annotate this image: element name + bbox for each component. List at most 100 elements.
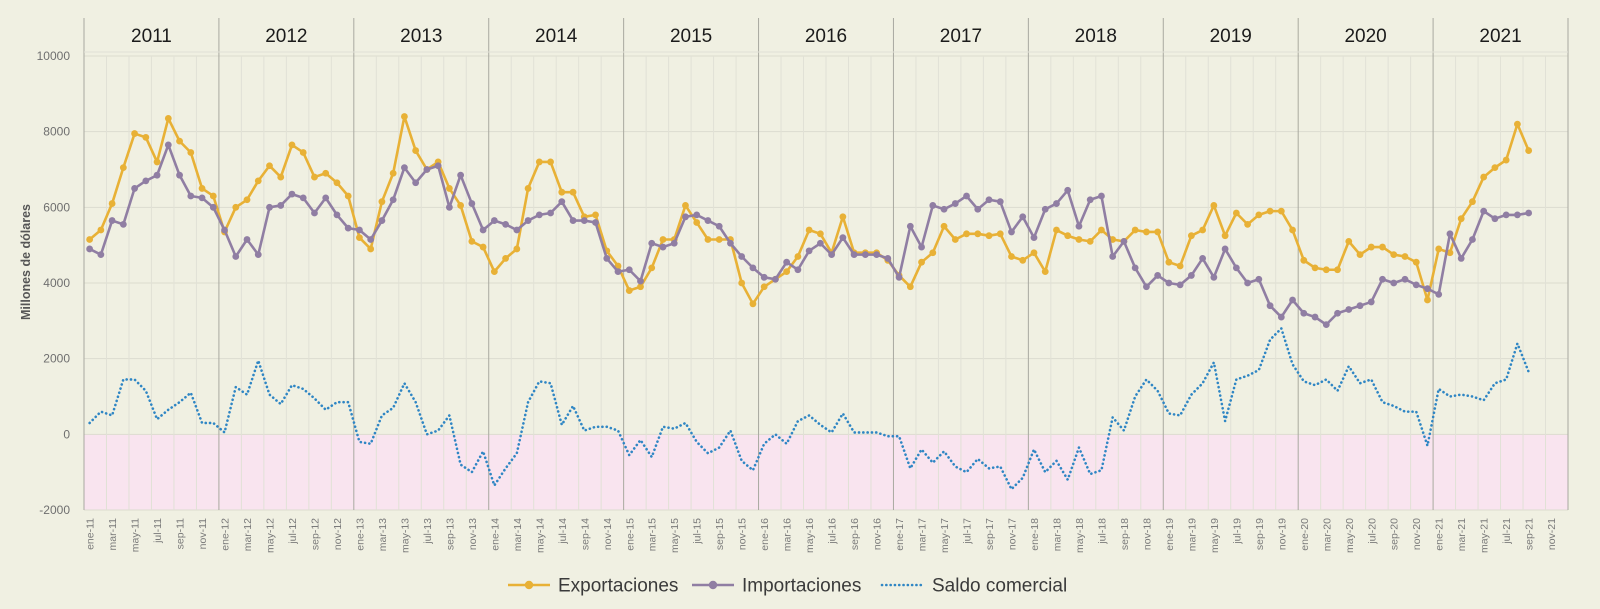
data-point-importaciones [996, 198, 1004, 206]
data-point-exportaciones [996, 230, 1004, 238]
x-tick-label: ene-20 [1299, 518, 1311, 551]
x-tick-label: may-18 [1074, 518, 1086, 553]
x-tick-label: sep-16 [849, 518, 861, 550]
series-line-saldo-comercial [88, 327, 1530, 491]
year-label: 2018 [1075, 26, 1117, 47]
data-point-importaciones [816, 239, 824, 247]
x-tick-label: mar-12 [242, 518, 254, 551]
x-tick-label: jul-15 [692, 518, 704, 545]
data-point-importaciones [580, 217, 588, 224]
data-point-importaciones [760, 273, 768, 281]
legend-item-exportaciones: Exportaciones [508, 576, 678, 597]
data-point-exportaciones [1232, 209, 1240, 217]
data-point-importaciones [693, 211, 701, 219]
data-point-importaciones [727, 239, 734, 247]
year-label: 2014 [535, 26, 578, 47]
x-tick-label: ene-11 [85, 518, 97, 550]
series-exportaciones [86, 113, 1533, 308]
data-point-importaciones [445, 203, 453, 211]
data-point-importaciones [1457, 255, 1465, 262]
year-label: 2011 [131, 26, 172, 47]
data-point-importaciones [266, 203, 273, 211]
data-point-importaciones [873, 251, 880, 259]
x-tick-label: may-15 [669, 518, 681, 553]
data-point-importaciones [648, 239, 656, 247]
data-point-exportaciones [1030, 249, 1038, 257]
data-point-exportaciones [1345, 237, 1353, 245]
data-point-exportaciones [1221, 232, 1229, 240]
y-tick-label: 10000 [37, 49, 71, 63]
x-tick-label: sep-14 [579, 518, 591, 550]
data-point-importaciones [1367, 298, 1375, 306]
data-point-importaciones [1030, 234, 1038, 242]
x-tick-label: jul-16 [827, 518, 839, 545]
data-point-exportaciones [816, 230, 824, 238]
x-tick-label: mar-16 [782, 518, 794, 551]
x-tick-label: nov-15 [737, 518, 749, 550]
x-tick-label: ene-14 [489, 518, 501, 551]
legend-item-saldo-comercial: Saldo comercial [880, 576, 1067, 597]
x-tick-label: nov-21 [1546, 518, 1558, 550]
data-point-importaciones [367, 236, 375, 243]
data-point-exportaciones [839, 213, 847, 221]
data-point-exportaciones [1480, 173, 1488, 181]
data-point-exportaciones [344, 192, 352, 200]
data-point-exportaciones [502, 255, 509, 262]
data-point-exportaciones [1435, 245, 1443, 253]
year-label: 2016 [805, 26, 847, 47]
data-point-importaciones [1221, 245, 1229, 253]
data-point-exportaciones [1165, 258, 1173, 266]
data-point-exportaciones [479, 243, 487, 251]
data-point-importaciones [1165, 279, 1173, 287]
data-point-exportaciones [974, 230, 982, 238]
data-point-exportaciones [749, 300, 757, 308]
x-tick-label: may-12 [265, 518, 277, 553]
data-point-exportaciones [142, 133, 150, 141]
x-tick-label: mar-19 [1186, 518, 1198, 551]
data-point-exportaciones [209, 192, 217, 200]
data-point-exportaciones [1446, 249, 1454, 257]
data-point-exportaciones [1334, 266, 1341, 274]
data-point-exportaciones [1154, 228, 1162, 236]
data-point-importaciones [479, 226, 487, 234]
data-point-exportaciones [524, 185, 532, 192]
x-tick-label: jul-14 [557, 518, 569, 545]
x-tick-label: sep-18 [1119, 518, 1131, 550]
data-point-exportaciones [1075, 236, 1083, 243]
data-point-importaciones [1345, 306, 1353, 313]
data-point-importaciones [929, 202, 937, 209]
data-point-importaciones [738, 253, 746, 260]
data-point-importaciones [333, 211, 341, 219]
x-tick-label: may-17 [939, 518, 951, 553]
x-tick-label: jul-11 [152, 518, 164, 544]
data-point-importaciones [1019, 213, 1027, 221]
year-label: 2015 [670, 26, 712, 47]
data-point-importaciones [783, 258, 791, 266]
legend-label-importaciones: Importaciones [742, 576, 861, 597]
x-tick-label: nov-17 [1007, 518, 1019, 550]
data-point-exportaciones [985, 232, 993, 240]
data-point-importaciones [1491, 215, 1499, 223]
data-point-exportaciones [1311, 264, 1319, 272]
data-point-importaciones [1334, 309, 1341, 317]
data-point-exportaciones [659, 236, 667, 243]
data-point-importaciones [1143, 283, 1150, 291]
data-point-exportaciones [412, 147, 420, 154]
x-tick-label: sep-11 [175, 518, 187, 549]
data-point-exportaciones [1424, 296, 1431, 304]
x-tick-label: ene-16 [759, 518, 771, 551]
data-point-importaciones [243, 236, 251, 243]
data-point-exportaciones [1300, 256, 1308, 264]
legend-item-importaciones: Importaciones [692, 576, 861, 597]
x-tick-label: mar-21 [1456, 518, 1468, 551]
x-tick-label: may-13 [399, 518, 411, 553]
data-point-importaciones [86, 245, 94, 253]
data-point-exportaciones [187, 149, 195, 156]
data-point-importaciones [1525, 209, 1533, 217]
data-point-importaciones [974, 205, 982, 213]
data-point-exportaciones [513, 245, 521, 253]
x-tick-label: mar-20 [1321, 518, 1333, 551]
data-point-importaciones [884, 255, 892, 262]
x-tick-label: nov-14 [602, 518, 614, 550]
